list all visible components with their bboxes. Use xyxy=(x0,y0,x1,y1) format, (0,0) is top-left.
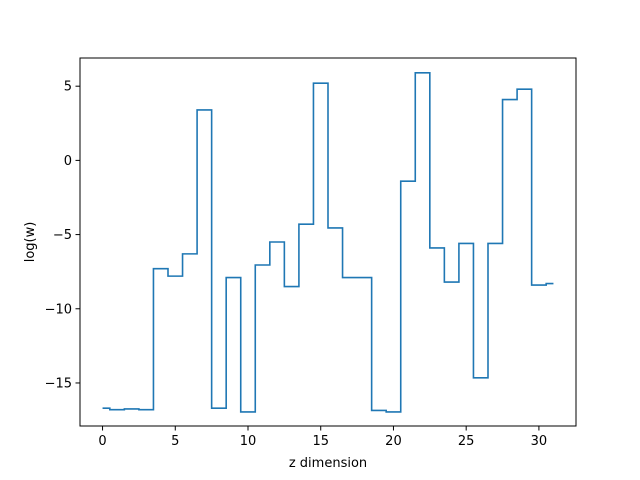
x-tick-label: 5 xyxy=(171,434,179,449)
series-step-line xyxy=(102,72,554,413)
x-tick-label: 30 xyxy=(531,434,548,449)
y-tick-label: 0 xyxy=(64,154,72,169)
y-axis-label: log(w) xyxy=(23,222,38,263)
x-tick-label: 0 xyxy=(98,434,106,449)
x-tick-label: 20 xyxy=(385,434,402,449)
plot-area xyxy=(102,72,554,413)
axis-ticks: 0 5 10 15 20 25 30 5 0 −5 −10 −15 xyxy=(45,80,548,449)
x-axis-label: z dimension xyxy=(289,456,367,471)
x-tick-label: 15 xyxy=(312,434,329,449)
y-tick-label: −10 xyxy=(45,302,72,317)
y-tick-label: −5 xyxy=(53,228,72,243)
x-tick-label: 10 xyxy=(240,434,257,449)
y-tick-label: 5 xyxy=(64,80,72,95)
x-tick-label: 25 xyxy=(458,434,475,449)
y-tick-label: −15 xyxy=(45,376,72,391)
plot-frame xyxy=(79,57,577,427)
